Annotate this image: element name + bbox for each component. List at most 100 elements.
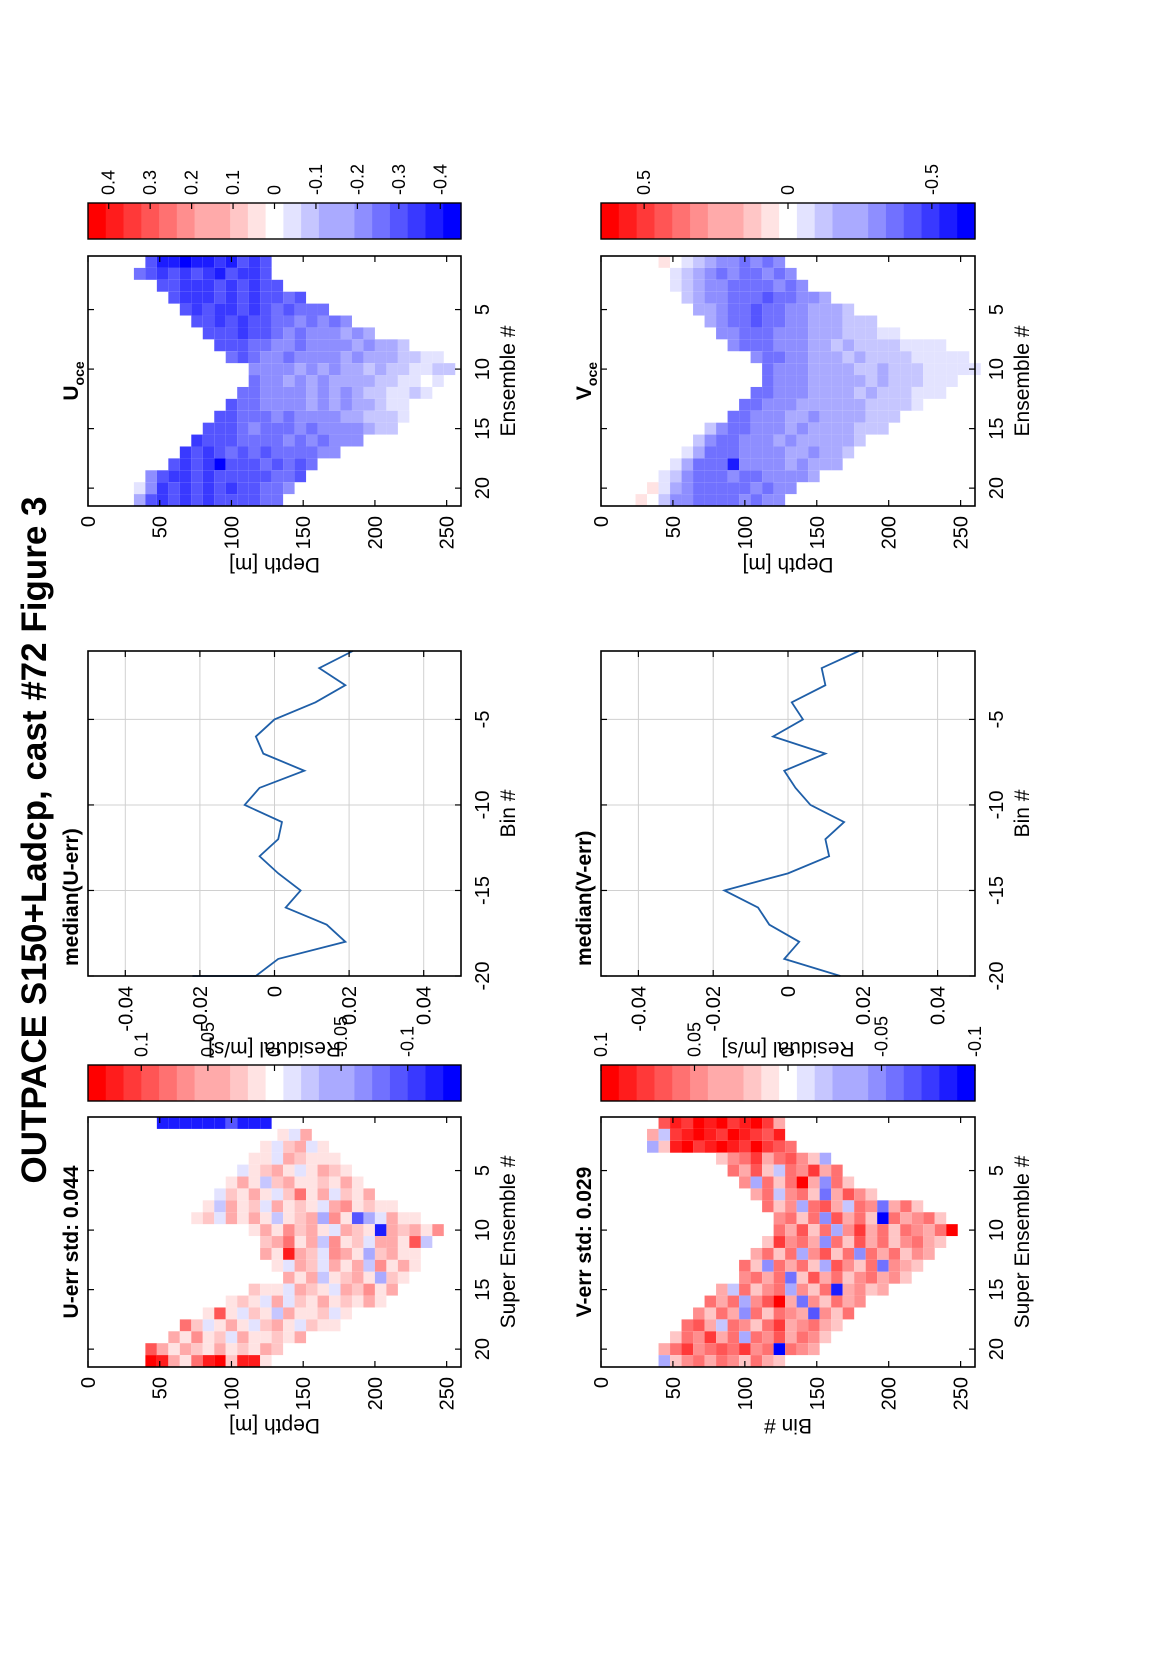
heatmap-cell <box>420 1236 433 1248</box>
colorbar-tick-label: 0.1 <box>131 1032 151 1057</box>
heatmap-cell <box>294 410 307 423</box>
heatmap-cell <box>819 1236 832 1248</box>
heatmap-cell <box>202 1307 215 1320</box>
heatmap-cell <box>179 1319 192 1332</box>
colorbar-swatch <box>885 203 905 239</box>
heatmap-cell <box>877 375 889 387</box>
y-tick-label: 50 <box>150 1377 172 1399</box>
y-tick-label: 250 <box>437 1377 459 1410</box>
heatmap-cell <box>693 458 705 471</box>
colorbar-swatch <box>230 203 249 239</box>
heatmap-cell <box>865 315 878 328</box>
heatmap-cell <box>191 470 203 483</box>
heatmap-cell <box>340 375 352 387</box>
heatmap-cell <box>329 1164 341 1177</box>
heatmap-cell <box>819 315 832 328</box>
heatmap-cell <box>145 494 157 506</box>
heatmap-cell <box>819 351 832 364</box>
heatmap-cell <box>225 1343 238 1356</box>
heatmap-cell <box>248 1283 261 1296</box>
heatmap-cell <box>214 422 226 435</box>
heatmap-cell <box>397 1212 410 1225</box>
heatmap-cell <box>260 375 272 387</box>
heatmap-cell <box>340 339 352 352</box>
heatmap-cell <box>202 1117 215 1129</box>
heatmap-cell <box>808 303 820 316</box>
colorbar-swatch <box>123 203 142 239</box>
heatmap-cell <box>923 1224 935 1237</box>
heatmap-cell <box>363 375 375 387</box>
heatmap-cell <box>363 339 375 352</box>
heatmap-cell <box>750 1128 763 1141</box>
heatmap-cell <box>317 1236 330 1248</box>
heatmap-cell <box>294 398 307 411</box>
heatmap-cell <box>877 1247 889 1260</box>
heatmap-cell <box>796 303 809 316</box>
plot-title: median(U-err) <box>60 828 83 966</box>
heatmap-cell <box>900 363 912 376</box>
heatmap-cell <box>329 434 341 447</box>
heatmap-cell <box>260 458 272 471</box>
y-tick-label: 50 <box>150 516 172 538</box>
heatmap-cell <box>363 327 375 340</box>
heatmap-cell <box>248 351 261 364</box>
heatmap-cell <box>294 1212 307 1225</box>
heatmap-cell <box>317 434 330 447</box>
heatmap-cell <box>842 1212 855 1225</box>
heatmap-cell <box>306 1200 318 1213</box>
heatmap-cell <box>785 303 797 316</box>
heatmap-cell <box>145 470 157 483</box>
x-tick-label: 15 <box>986 417 1008 439</box>
heatmap-cell <box>283 1188 295 1201</box>
heatmap-cell <box>340 1307 352 1320</box>
heatmap-cell <box>808 410 820 423</box>
heatmap-cell <box>248 386 261 399</box>
heatmap-cell <box>248 375 261 387</box>
colorbar-tick-label: -0.2 <box>347 164 367 195</box>
heatmap-cell <box>704 1319 717 1332</box>
heatmap-cell <box>704 303 717 316</box>
heatmap-cell <box>693 279 705 292</box>
heatmap-cell <box>831 1188 843 1201</box>
x-tick-label: 0.02 <box>339 986 361 1025</box>
heatmap-cell <box>168 291 180 304</box>
heatmap-cell <box>409 1236 421 1248</box>
colorbar-swatch <box>283 1065 302 1101</box>
heatmap-cell <box>762 1200 774 1213</box>
heatmap-cell <box>214 1117 226 1129</box>
heatmap-cell <box>796 446 809 459</box>
heatmap-cell <box>271 339 284 352</box>
heatmap-cell <box>796 327 809 340</box>
colorbar-swatch <box>176 203 196 239</box>
heatmap-cell <box>773 363 786 376</box>
heatmap-cell <box>739 291 751 304</box>
heatmap-cell <box>329 1212 341 1225</box>
heatmap-cell <box>750 494 763 506</box>
heatmap-cell <box>283 375 295 387</box>
colorbar-swatch <box>265 1065 284 1101</box>
heatmap-cell <box>785 375 797 387</box>
heatmap-cell <box>317 1188 330 1201</box>
heatmap-cell <box>191 446 203 459</box>
heatmap-cell <box>168 1331 180 1344</box>
heatmap-cell <box>693 1128 705 1141</box>
heatmap-cell <box>923 363 935 376</box>
heatmap-cell <box>739 267 751 280</box>
heatmap-cell <box>420 386 433 399</box>
colorbar-swatch <box>618 203 638 239</box>
heatmap-cell <box>911 1212 924 1225</box>
heatmap-cell <box>351 363 364 376</box>
heatmap-cell <box>693 494 705 506</box>
heatmap-cell <box>156 494 169 506</box>
heatmap-cell <box>306 1236 318 1248</box>
heatmap-cell <box>202 482 215 495</box>
heatmap-cell <box>773 470 786 483</box>
heatmap-cell <box>374 1247 387 1260</box>
heatmap-cell <box>214 494 226 506</box>
heatmap-cell <box>340 1164 352 1177</box>
heatmap-cell <box>294 1271 307 1284</box>
heatmap-cell <box>670 267 682 280</box>
heatmap-cell <box>750 1140 763 1153</box>
x-tick-label: 0.04 <box>928 986 950 1025</box>
y-tick-label: -15 <box>986 876 1008 905</box>
